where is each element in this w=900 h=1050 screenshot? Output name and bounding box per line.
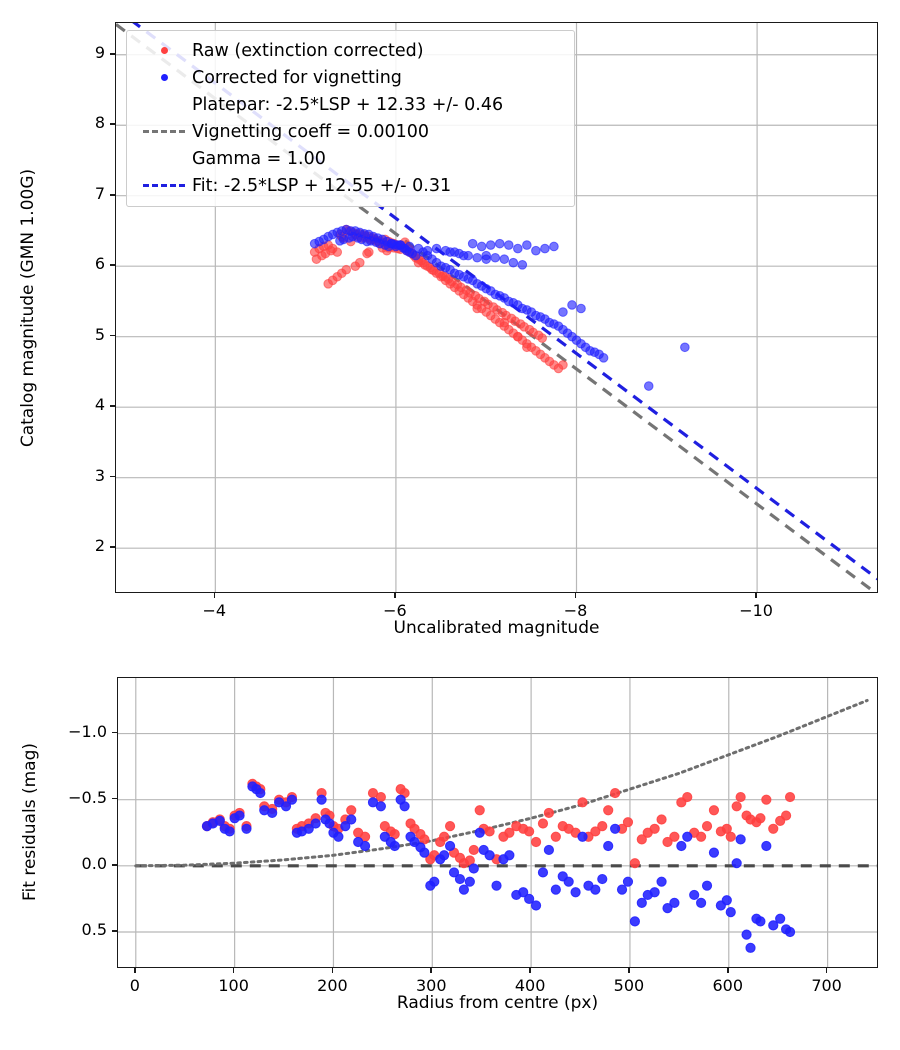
legend-item-label: Gamma = 1.00 [192, 148, 326, 169]
x-tick-label: 100 [218, 976, 249, 995]
x-tick-label: 200 [317, 976, 348, 995]
y-tick-label: 8 [94, 113, 105, 133]
legend-item-label: Raw (extinction corrected) [192, 40, 424, 61]
y-tick-label: −1.0 [68, 721, 107, 741]
x-tick-label: −4 [202, 601, 227, 620]
y-tick-mark [110, 334, 115, 337]
x-tick-label: −8 [563, 601, 588, 620]
x-tick-mark [755, 593, 757, 598]
legend-item-label: Corrected for vignetting [192, 67, 402, 88]
bottom-yaxis-label: Fit residuals (mag) [20, 743, 40, 901]
x-tick-mark [825, 968, 828, 973]
y-tick-label: 4 [94, 395, 105, 415]
legend-dashed-blue-line-icon [143, 184, 185, 187]
legend-item-label: Fit: -2.5*LSP + 12.55 +/- 0.31 [192, 175, 452, 196]
y-tick-mark [110, 193, 115, 196]
y-tick-mark [112, 731, 117, 734]
x-tick-mark [213, 593, 216, 598]
y-tick-label: 5 [94, 324, 105, 344]
y-tick-label: 0.0 [81, 853, 107, 873]
legend-item: Fit: -2.5*LSP + 12.55 +/- 0.31 [136, 172, 565, 199]
x-tick-label: −6 [383, 601, 407, 620]
bottom-xaxis-label: Radius from centre (px) [396, 993, 599, 1013]
x-tick-mark [232, 968, 235, 973]
legend-marker-raw-icon [160, 47, 168, 54]
legend-key-platepar [136, 130, 192, 133]
y-tick-label: 7 [94, 183, 105, 203]
top-xaxis-label: Uncalibrated magnitude [393, 618, 600, 638]
legend-item-label: Platepar: -2.5*LSP + 12.33 +/- 0.46 [192, 94, 504, 115]
legend-key-raw [136, 47, 192, 54]
y-tick-label: 9 [94, 42, 105, 62]
x-tick-label: 0 [129, 976, 140, 995]
y-tick-mark [110, 546, 115, 548]
x-tick-mark [726, 968, 729, 973]
legend: Raw (extinction corrected) Corrected for … [126, 30, 575, 207]
series-corrected [309, 224, 690, 391]
top-yaxis-label: Catalog magnitude (GMN 1.00G) [18, 168, 38, 448]
y-tick-label: 3 [94, 465, 105, 485]
legend-item: Vignetting coeff = 0.00100 [136, 118, 565, 145]
x-tick-label: 500 [613, 976, 645, 995]
legend-item-label: Vignetting coeff = 0.00100 [192, 121, 430, 142]
x-tick-mark [430, 968, 433, 973]
legend-dashed-grey-line-icon [143, 130, 185, 133]
y-tick-label: −0.5 [68, 787, 107, 807]
y-tick-mark [112, 930, 117, 932]
x-tick-label: 700 [811, 976, 842, 995]
series-corrected [201, 781, 796, 953]
x-tick-label: 600 [712, 976, 744, 995]
y-tick-mark [112, 797, 117, 800]
x-tick-label: −10 [739, 601, 773, 620]
legend-key-corrected [136, 74, 192, 81]
x-tick-mark [628, 968, 630, 973]
y-tick-mark [110, 52, 115, 55]
y-tick-mark [110, 123, 115, 125]
y-tick-label: 0.5 [81, 919, 107, 939]
y-tick-mark [110, 405, 115, 407]
x-tick-label: 300 [416, 976, 447, 995]
legend-item: Corrected for vignetting [136, 64, 565, 91]
legend-item: Platepar: -2.5*LSP + 12.33 +/- 0.46 [136, 91, 565, 118]
y-tick-mark [110, 475, 115, 478]
x-tick-label: 400 [514, 976, 546, 995]
legend-marker-corrected-icon [160, 74, 168, 81]
x-tick-mark [331, 968, 334, 973]
legend-item: Gamma = 1.00 [136, 145, 565, 172]
x-tick-mark [574, 593, 577, 598]
x-tick-mark [529, 968, 531, 973]
legend-item: Raw (extinction corrected) [136, 37, 565, 64]
x-tick-mark [394, 593, 396, 598]
series-raw [201, 778, 796, 869]
fit-residuals-panel [117, 677, 878, 968]
x-tick-mark [133, 968, 136, 973]
y-tick-label: 2 [94, 536, 105, 556]
legend-key-fit [136, 184, 192, 187]
bottom-plot-canvas [118, 678, 877, 967]
y-tick-label: 6 [94, 254, 105, 274]
y-tick-mark [110, 264, 115, 266]
y-tick-mark [112, 864, 117, 866]
